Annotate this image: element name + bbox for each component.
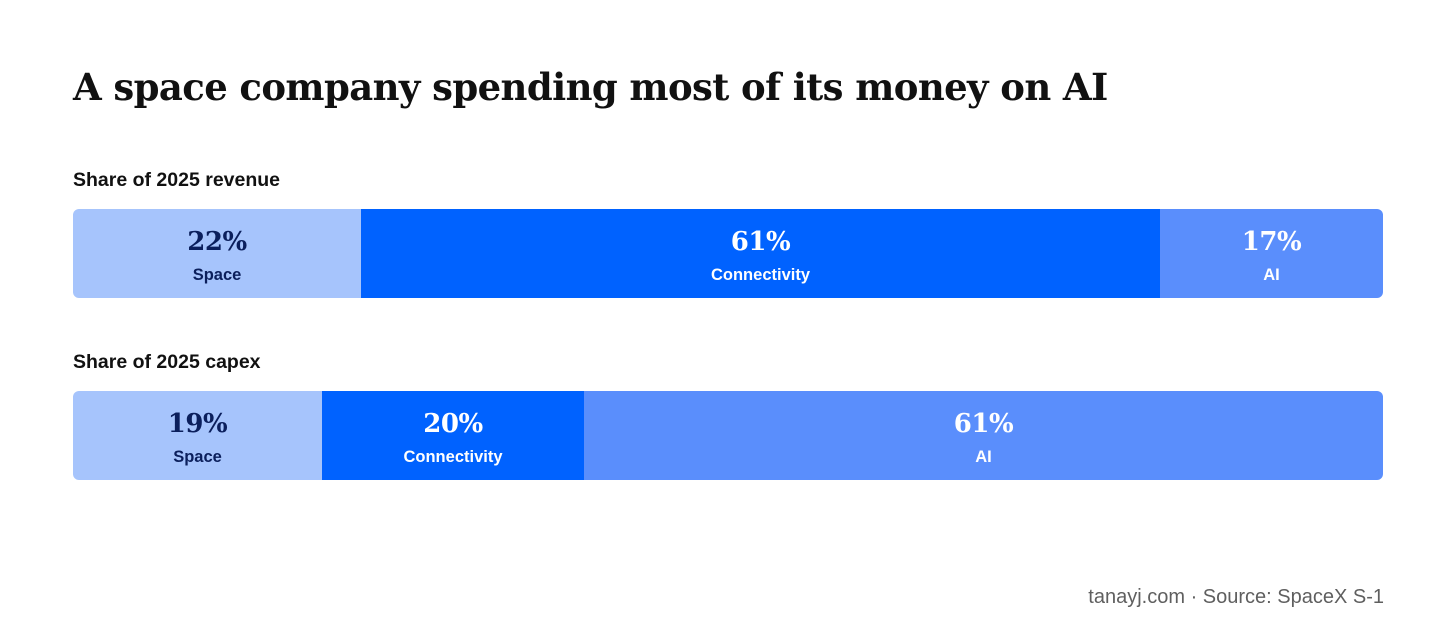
segment-category-label: Connectivity <box>710 266 811 284</box>
segment-category-label: Connectivity <box>403 448 503 466</box>
chart-title: A space company spending most of its mon… <box>73 65 1108 109</box>
segment-percent-label: 61% <box>730 227 791 257</box>
bar-segment-connectivity: 20% Connectivity <box>322 391 584 480</box>
segment-category-label: Space <box>173 448 222 466</box>
segment-category-label: AI <box>975 448 992 466</box>
segment-category-label: AI <box>1263 266 1280 284</box>
bar-label: Share of 2025 revenue <box>73 169 281 191</box>
bar-segment-space: 19% Space <box>73 391 322 480</box>
segment-percent-label: 22% <box>187 227 247 257</box>
segment-percent-label: 17% <box>1241 227 1302 257</box>
stacked-bar: 19% Space 20% Connectivity 61% AI <box>73 391 1383 480</box>
segment-category-label: Space <box>192 266 242 284</box>
segment-percent-label: 61% <box>953 409 1014 439</box>
stacked-bar: 22% Space 61% Connectivity 17% AI <box>73 209 1383 298</box>
source-credit: tanayj.com · Source: SpaceX S-1 <box>1088 586 1384 608</box>
bar-segment-ai: 61% AI <box>584 391 1383 480</box>
bar-segment-connectivity: 61% Connectivity <box>361 209 1160 298</box>
bar-segment-space: 22% Space <box>73 209 361 298</box>
bar-label: Share of 2025 capex <box>73 351 261 373</box>
segment-percent-label: 19% <box>167 409 228 439</box>
bar-segment-ai: 17% AI <box>1160 209 1383 298</box>
segment-percent-label: 20% <box>423 409 483 439</box>
